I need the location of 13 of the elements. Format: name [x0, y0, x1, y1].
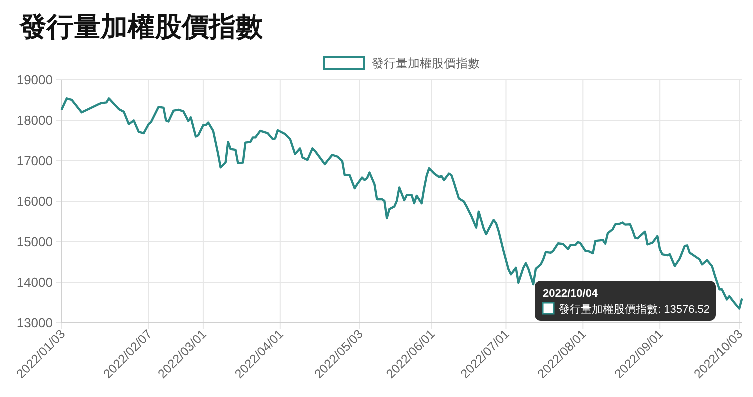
annotation: 2022/10/04	[543, 288, 599, 300]
y-tick-label: 15000	[16, 234, 53, 250]
annotation: 發行量加權股價指數: 13576.52	[559, 303, 710, 316]
legend: 發行量加權股價指數	[323, 56, 480, 70]
tooltip: 2022/10/04 發行量加權股價指數: 13576.52	[535, 281, 716, 321]
y-tick-label: 17000	[16, 154, 53, 168]
chart-title: 發行量加權股價指數	[19, 12, 264, 42]
y-tick-label: 14000	[16, 275, 53, 290]
y-tick-label: 18000	[16, 113, 53, 128]
y-tick-label: 19000	[16, 72, 53, 88]
y-tick-label: 13000	[16, 316, 53, 330]
legend-label: 發行量加權股價指數	[372, 56, 480, 70]
y-tick-label: 16000	[16, 194, 53, 209]
